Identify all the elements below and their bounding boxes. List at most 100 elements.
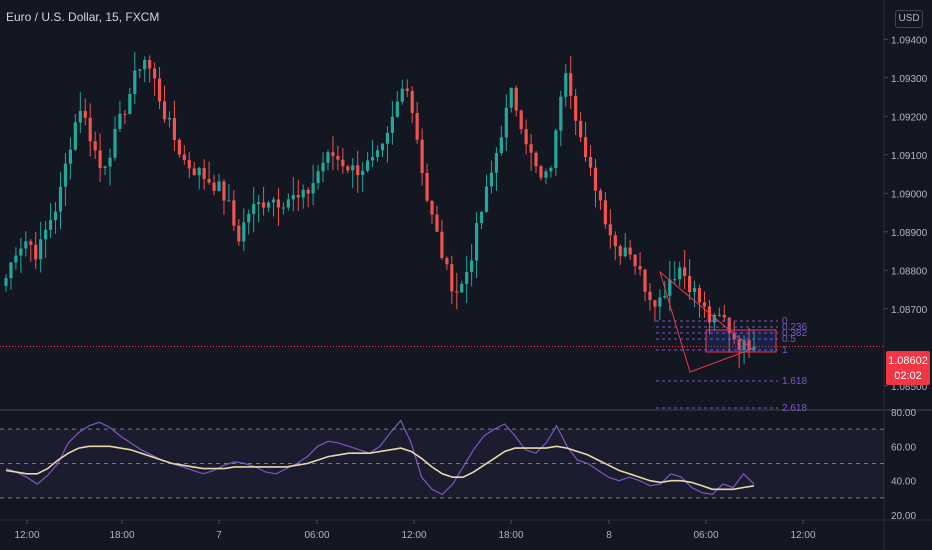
candle-body [499,137,503,153]
candle-body [608,224,612,236]
candle-body [296,195,300,198]
candle-body [430,200,434,215]
candle-body [415,112,419,140]
candle-body [63,163,68,187]
last-price-tag: 1.08602 02:02 [886,351,930,385]
candle-body [261,202,266,208]
currency-button[interactable]: USD [895,10,923,28]
candle-body [653,300,657,307]
candle-body [291,195,295,200]
candle-body [19,248,23,256]
candle-body [529,144,533,153]
candle-body [118,113,122,129]
candle-body [717,314,721,316]
candle-body [643,269,647,292]
candle-body [405,88,409,91]
fib-level-label: 0.382 [782,328,807,339]
candle-body [311,183,315,194]
candle-body [613,235,617,247]
price-tick-label: 1.09200 [891,112,928,123]
symbol-title[interactable]: Euro / U.S. Dollar, 15, FXCM [6,10,160,24]
candle-body [489,172,494,187]
candle-body [53,211,58,221]
candle-body [539,166,543,178]
candle-body [534,152,538,167]
time-axis[interactable]: 12:00 18:00 7 06:00 12:00 18:00 8 06:00 12:00 [14,520,816,541]
candle-body [752,346,756,351]
candle-body [460,283,464,293]
candle-body [564,73,568,97]
price-tick-label: 1.09300 [891,74,928,85]
candle-body [301,189,305,198]
rectangle-drawing [705,329,777,353]
candle-body [623,247,627,257]
candle-body [559,96,563,131]
candle-body [678,267,682,280]
candle-body [727,317,731,333]
candle-body [128,93,132,115]
candle-body [242,222,246,242]
candle-body [544,171,548,178]
candle-body [167,117,172,120]
candle-body [628,247,632,255]
candle-body [410,90,414,113]
candle-body [187,159,191,169]
candle-body [58,186,63,212]
candle-body [108,157,112,167]
fib-level-label: 0.5 [782,334,796,345]
candle-body [702,302,707,307]
time-tick-label: 18:00 [109,530,134,541]
candle-body [34,244,38,260]
candle-body [479,211,484,224]
candle-body [395,101,399,117]
candle-body [326,152,330,163]
candle-body [212,182,216,191]
candle-body [450,264,454,292]
price-tick-label: 1.08500 [891,382,928,393]
time-tick-label: 12:00 [14,530,39,541]
candle-body [598,190,603,201]
candle-body [93,141,97,151]
time-tick-label: 12:00 [790,530,815,541]
candle-body [445,258,449,265]
fib-level-label: 0 [782,316,788,327]
candle-body [361,170,365,176]
time-tick-label: 12:00 [401,530,426,541]
candle-body [153,68,157,79]
price-axis[interactable]: 1.09400 1.09300 1.09200 1.09100 1.09000 1.089… [884,35,928,393]
price-tick-label: 1.08700 [891,305,928,316]
candle-body [148,59,152,69]
time-tick-label: 06:00 [304,530,329,541]
candle-body [400,88,404,102]
rsi-ma-line [5,445,755,491]
candle-body [747,340,751,351]
candle-body [366,160,370,171]
candle-body [465,271,469,284]
candle-body [4,278,8,286]
candle-body [707,306,712,323]
candle-body [588,157,593,168]
candle-body [474,223,479,261]
candle-body [574,95,578,121]
candle-body [440,231,444,259]
candle-body [29,241,33,245]
candle-body [266,202,271,208]
candle-body [138,69,142,71]
candle-body [420,139,424,173]
candle-body [162,101,167,120]
candle-body [583,137,588,158]
candle-body [316,171,320,184]
candle-body [688,275,692,292]
candle-body [732,332,736,340]
triangle-pattern [659,270,753,373]
candle-body [83,110,87,118]
candle-body [321,162,325,172]
candle-body [177,139,181,155]
candle-body [663,295,667,298]
candle-body [237,225,241,242]
candle-body [48,220,53,230]
time-tick-label: 7 [216,530,222,541]
rsi-tick-label: 20.00 [891,511,916,522]
